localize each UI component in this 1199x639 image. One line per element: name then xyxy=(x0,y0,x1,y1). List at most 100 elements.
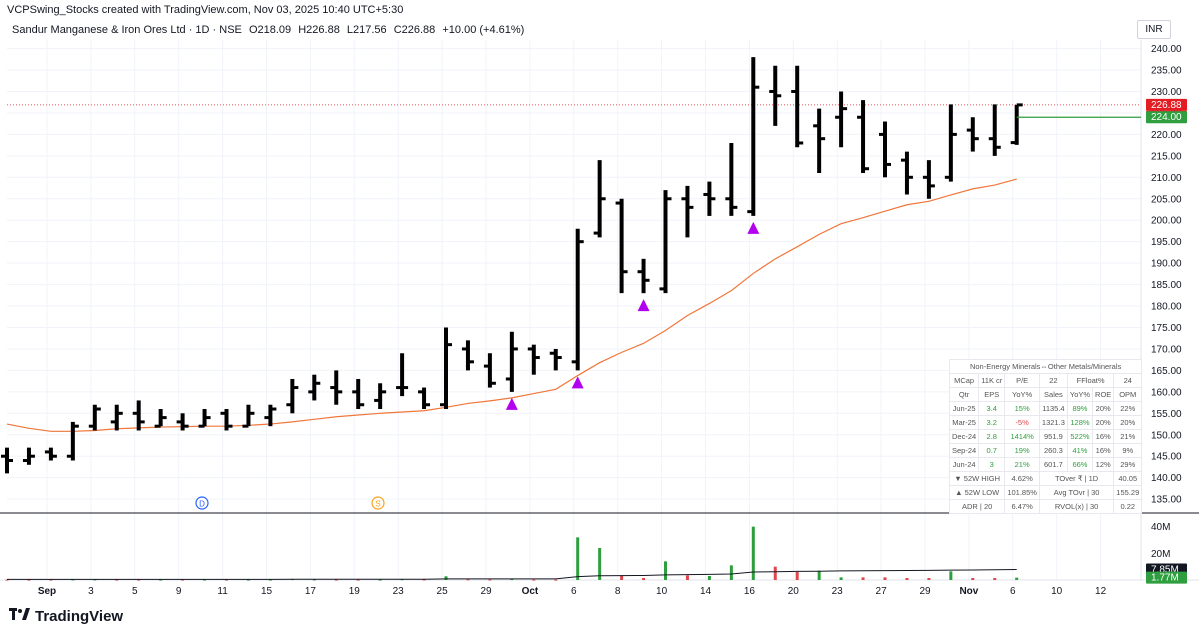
volume-bar xyxy=(773,566,777,580)
y-tick-label: 155.00 xyxy=(1151,409,1182,420)
x-tick-label: 5 xyxy=(132,586,138,597)
x-tick-label: 19 xyxy=(349,586,361,597)
table-cell: TOver ₹ | 1D xyxy=(1038,471,1115,486)
table-cell: 128% xyxy=(1066,415,1094,430)
ohlc-open: O218.09 xyxy=(248,24,292,36)
ohlc-low: L217.56 xyxy=(346,24,387,36)
event-marker-letter: S xyxy=(375,500,380,509)
table-cell: 24 xyxy=(1113,373,1143,388)
table-cell: Dec-24 xyxy=(948,429,980,444)
quarter-row: Jun-24 3 21% 601.7 66% 12% 29% xyxy=(948,457,1143,472)
buy-signal-marker xyxy=(505,397,518,410)
table-cell: OPM xyxy=(1113,387,1143,402)
ohlc-bar xyxy=(944,104,957,182)
y-tick-label: 175.00 xyxy=(1151,323,1182,334)
y-tick-label: 140.00 xyxy=(1151,473,1182,484)
y-tick-label: 180.00 xyxy=(1151,302,1182,313)
volume-bar xyxy=(751,526,755,580)
table-cell: 21% xyxy=(1113,429,1143,444)
table-cell: 12% xyxy=(1092,457,1115,472)
table-cell: EPS xyxy=(978,387,1006,402)
ohlc-bar xyxy=(988,104,1001,156)
y-tick-label: 230.00 xyxy=(1151,87,1182,98)
volume-bar xyxy=(356,579,360,581)
y-tick-label: 200.00 xyxy=(1151,216,1182,227)
ohlc-bar xyxy=(703,181,716,216)
x-tick-label: 10 xyxy=(656,586,668,597)
volume-bar xyxy=(554,579,558,581)
table-cell: Avg TOvr | 30 xyxy=(1038,485,1115,500)
ohlc-bar xyxy=(483,353,496,388)
table-cell: 16% xyxy=(1092,429,1115,444)
table-cell: 1135.4 xyxy=(1038,401,1068,416)
ohlc-high: H226.88 xyxy=(298,24,340,36)
table-cell: 3.2 xyxy=(978,415,1006,430)
volume-bar xyxy=(664,561,667,580)
level-price-label: 224.00 xyxy=(1146,111,1187,124)
volume-bar xyxy=(949,571,953,580)
volume-bar xyxy=(861,577,865,580)
volume-tick-label: 20M xyxy=(1151,549,1170,560)
last-price-label: 226.88 xyxy=(1146,98,1187,111)
symbol-name[interactable]: Sandur Manganese & Iron Ores Ltd · 1D · … xyxy=(12,24,242,36)
event-marker-d: D xyxy=(195,496,209,510)
sector-cell: Non-Energy Minerals⇔Other Metals/Mineral… xyxy=(948,359,1143,374)
ohlc-bar xyxy=(835,91,848,148)
table-cell: 1414% xyxy=(1004,429,1040,444)
x-tick-label: 29 xyxy=(919,586,931,597)
volume-ma-label-text: 7.85M xyxy=(1151,565,1179,576)
x-tick-label: 27 xyxy=(876,586,888,597)
ohlc-bar xyxy=(374,383,387,410)
volume-bar xyxy=(378,579,382,581)
x-tick-label: Sep xyxy=(38,586,56,597)
ohlc-bar xyxy=(813,108,826,174)
quarter-row: Sep-24 0.7 19% 260.3 41% 16% 9% xyxy=(948,443,1143,458)
volume-bar xyxy=(576,537,580,580)
ohlc-bar xyxy=(176,413,189,431)
ohlc-bar xyxy=(505,331,518,392)
ohlc-bar xyxy=(637,258,650,294)
table-cell: Jun-25 xyxy=(948,401,980,416)
currency-label[interactable]: INR xyxy=(1137,20,1171,39)
ohlc-bar xyxy=(922,160,935,199)
ohlc-bar xyxy=(88,404,101,431)
table-cell: 22% xyxy=(1113,401,1143,416)
ohlc-bar xyxy=(220,409,233,431)
ohlc-bar xyxy=(308,374,321,401)
tradingview-logo[interactable]: TradingView xyxy=(9,607,123,625)
table-cell: ▲ 52W LOW xyxy=(948,485,1006,500)
volume-bar xyxy=(71,579,75,581)
y-tick-label: 165.00 xyxy=(1151,366,1182,377)
ohlc-bar xyxy=(154,409,167,428)
table-cell: 3.4 xyxy=(978,401,1006,416)
y-tick-label: 235.00 xyxy=(1151,66,1182,77)
ohlc-bar xyxy=(330,370,343,405)
volume-last-label-text: 1.77M xyxy=(1151,573,1179,584)
table-cell: 66% xyxy=(1066,457,1094,472)
volume-bar xyxy=(993,578,997,580)
x-tick-label: 10 xyxy=(1051,586,1063,597)
ohlc-bar xyxy=(747,57,760,216)
volume-bar xyxy=(93,579,97,581)
volume-bar xyxy=(620,575,624,580)
volume-bar xyxy=(927,578,931,580)
volume-bar xyxy=(488,579,492,581)
volume-bar xyxy=(49,579,53,581)
volume-ma-line xyxy=(7,569,1017,580)
table-cell: 21% xyxy=(1004,457,1040,472)
adr-row: ADR | 20 6.47% RVOL(x) | 30 0.22 xyxy=(948,499,1143,514)
x-tick-label: 12 xyxy=(1095,586,1107,597)
ohlc-bar xyxy=(440,327,452,410)
x-tick-label: 8 xyxy=(615,586,621,597)
ohlc-bar xyxy=(110,404,123,431)
table-cell: 20% xyxy=(1113,415,1143,430)
x-tick-label: 25 xyxy=(437,586,449,597)
table-cell: 41% xyxy=(1066,443,1094,458)
x-tick-label: 6 xyxy=(571,586,577,597)
x-tick-label: Oct xyxy=(522,586,539,597)
volume-last-label: 1.77M xyxy=(1146,571,1187,584)
table-cell: ▼ 52W HIGH xyxy=(948,471,1006,486)
quarter-row: Mar-25 3.2 -5% 1321.3 128% 20% 20% xyxy=(948,415,1143,430)
ohlc-change: +10.00 (+4.61%) xyxy=(442,24,525,36)
